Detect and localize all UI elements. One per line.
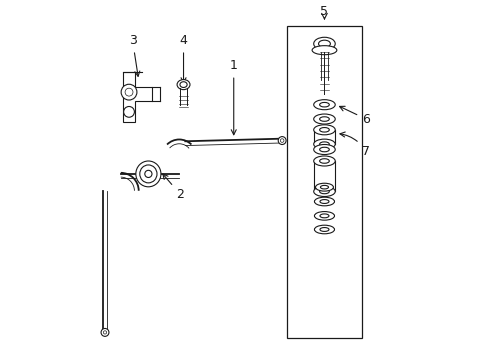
Ellipse shape [319,103,328,107]
Ellipse shape [103,331,106,334]
Ellipse shape [313,156,335,166]
Ellipse shape [278,136,285,144]
Ellipse shape [319,159,328,163]
Text: 6: 6 [339,106,369,126]
Ellipse shape [319,117,328,121]
Ellipse shape [319,142,328,147]
Bar [286,26,362,338]
Ellipse shape [177,80,190,90]
Ellipse shape [314,225,334,234]
Text: 5: 5 [320,5,328,18]
Text: 1: 1 [229,59,237,135]
Ellipse shape [180,82,187,87]
Text: 3: 3 [128,34,140,76]
Ellipse shape [313,139,335,149]
Ellipse shape [313,144,335,154]
Ellipse shape [313,114,335,124]
Ellipse shape [313,37,335,50]
Ellipse shape [311,46,336,55]
Ellipse shape [315,183,333,191]
Circle shape [125,88,133,96]
Ellipse shape [280,139,284,142]
Ellipse shape [101,328,109,336]
Ellipse shape [313,100,335,110]
Ellipse shape [313,186,335,197]
Text: 4: 4 [179,34,187,83]
Ellipse shape [144,170,152,177]
Ellipse shape [319,189,328,194]
Circle shape [123,107,134,117]
Ellipse shape [319,127,328,132]
Ellipse shape [319,199,328,203]
Polygon shape [122,72,152,122]
Ellipse shape [314,212,334,220]
Ellipse shape [319,147,328,152]
Ellipse shape [318,40,330,47]
Ellipse shape [136,161,161,187]
Ellipse shape [319,214,328,218]
Ellipse shape [140,165,157,183]
Text: 2: 2 [163,174,184,201]
Ellipse shape [314,197,334,206]
Ellipse shape [320,185,328,189]
Text: 7: 7 [339,132,369,158]
Ellipse shape [319,228,328,231]
Circle shape [121,84,137,100]
Ellipse shape [313,125,335,135]
